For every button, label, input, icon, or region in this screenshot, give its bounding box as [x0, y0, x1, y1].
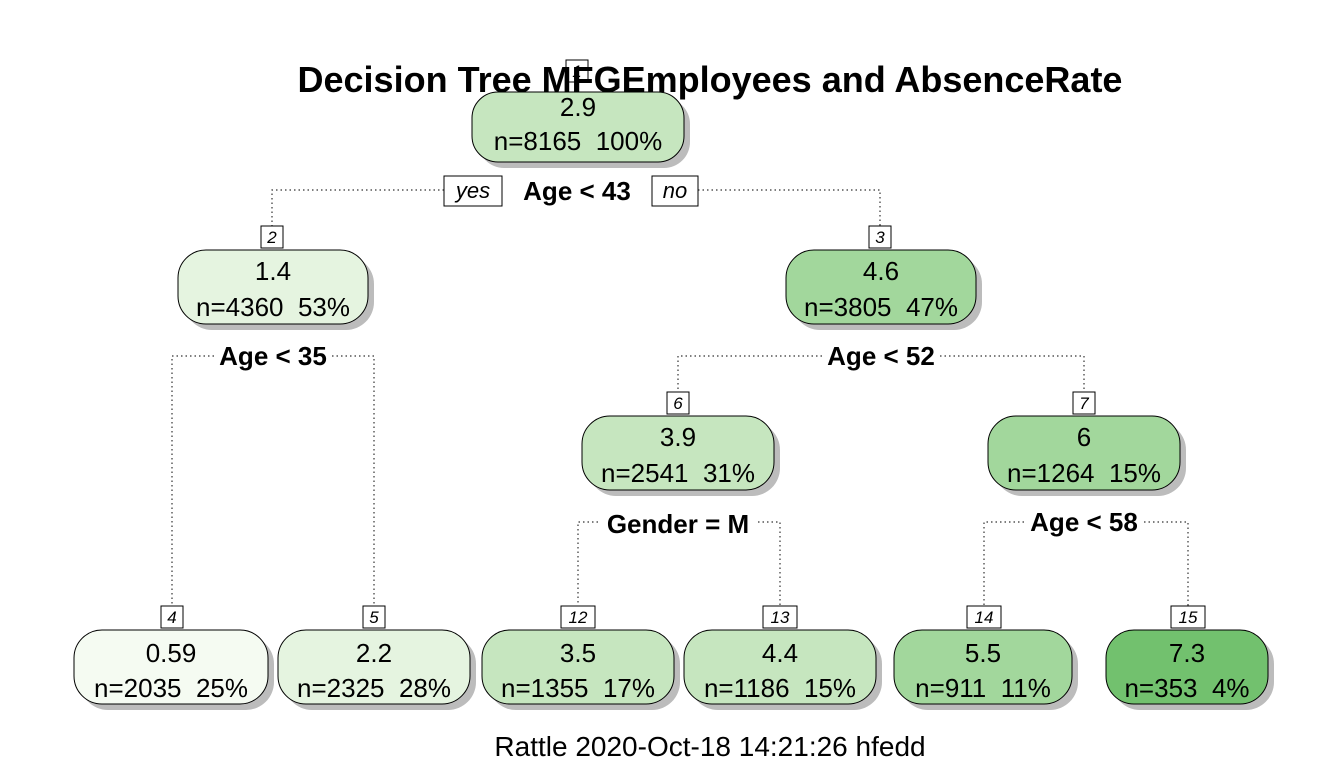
edge-7-14	[983, 521, 1024, 606]
node-stats: n=1186 15%	[704, 673, 856, 703]
tree-node-2: 2 1.4 n=4360 53%	[177, 225, 369, 325]
tree-node-1: 1 2.9 n=8165 100%	[471, 59, 685, 163]
node-id-box	[1072, 391, 1096, 415]
node-value: 7.3	[1169, 638, 1205, 668]
split-label-node-6: Gender = M	[607, 509, 749, 539]
split-root: yes Age < 43 no	[443, 175, 699, 207]
node-value: 4.4	[762, 638, 798, 668]
node-id-label: 1	[572, 62, 581, 81]
node-value: 3.9	[660, 422, 696, 452]
node-stats: n=3805 47%	[804, 292, 958, 322]
node-id-box	[1170, 605, 1206, 629]
tree-node-7: 7 6 n=1264 15%	[987, 391, 1181, 491]
node-box	[893, 629, 1073, 705]
node-stats: n=911 11%	[915, 673, 1051, 703]
node-id-label: 6	[673, 394, 683, 413]
node-id-label: 13	[771, 608, 790, 627]
tree-leaf-12: 12 3.5 n=1355 17%	[481, 605, 675, 705]
node-box	[471, 91, 685, 163]
node-id-box	[666, 391, 690, 415]
node-stats: n=1264 15%	[1007, 458, 1161, 488]
node-id-label: 12	[569, 608, 588, 627]
split-label-node-3: Age < 52	[827, 341, 935, 371]
yes-box	[443, 175, 503, 207]
edge-2-4	[171, 355, 214, 606]
edge-3-6	[677, 355, 822, 392]
node-id-label: 2	[266, 228, 277, 247]
node-stats: n=2035 25%	[94, 673, 248, 703]
node-box	[987, 415, 1181, 491]
node-stats: n=353 4%	[1124, 673, 1249, 703]
edge-1-3	[698, 189, 881, 226]
edge-6-13	[758, 521, 781, 606]
tree-edges	[171, 189, 1189, 606]
edge-7-15	[1144, 521, 1189, 606]
node-value: 2.2	[356, 638, 392, 668]
node-box	[683, 629, 877, 705]
tree-leaf-13: 13 4.4 n=1186 15%	[683, 605, 877, 705]
node-value: 4.6	[863, 256, 899, 286]
tree-leaf-14: 14 5.5 n=911 11%	[893, 605, 1073, 705]
node-value: 2.9	[560, 92, 596, 122]
edge-6-12	[577, 521, 598, 606]
node-box	[73, 629, 269, 705]
node-stats: n=1355 17%	[501, 673, 655, 703]
split-label: Age < 43	[523, 176, 631, 206]
node-id-label: 5	[369, 608, 379, 627]
node-box	[177, 249, 369, 325]
node-id-box	[160, 605, 184, 629]
tree-node-6: 6 3.9 n=2541 31%	[581, 391, 775, 491]
node-stats: n=8165 100%	[494, 126, 662, 156]
node-box	[581, 415, 775, 491]
node-value: 0.59	[146, 638, 197, 668]
tree-leaf-5: 5 2.2 n=2325 28%	[277, 605, 471, 705]
node-id-label: 3	[875, 228, 885, 247]
node-id-label: 15	[1179, 608, 1198, 627]
node-id-label: 7	[1079, 394, 1089, 413]
node-stats: n=4360 53%	[196, 292, 350, 322]
no-label: no	[663, 178, 687, 203]
node-box	[277, 629, 471, 705]
tree-leaf-15: 15 7.3 n=353 4%	[1105, 605, 1269, 705]
node-stats: n=2541 31%	[601, 458, 755, 488]
node-box	[1105, 629, 1269, 705]
edge-3-7	[940, 355, 1085, 392]
no-box	[651, 175, 699, 207]
footer-caption: Rattle 2020-Oct-18 14:21:26 hfedd	[494, 731, 925, 762]
node-value: 3.5	[560, 638, 596, 668]
node-id-box	[560, 605, 596, 629]
node-box	[481, 629, 675, 705]
node-id-box	[868, 225, 892, 249]
tree-leaf-4: 4 0.59 n=2035 25%	[73, 605, 269, 705]
node-id-label: 14	[975, 608, 994, 627]
node-id-box	[762, 605, 798, 629]
split-label-node-7: Age < 58	[1030, 507, 1138, 537]
node-value: 6	[1077, 422, 1091, 452]
yes-label: yes	[454, 178, 490, 203]
tree-node-3: 3 4.6 n=3805 47%	[785, 225, 977, 325]
diagram-title: Decision Tree MFGEmployees and AbsenceRa…	[298, 59, 1123, 100]
edge-2-5	[332, 355, 375, 606]
node-stats: n=2325 28%	[297, 673, 451, 703]
node-id-box	[362, 605, 386, 629]
node-value: 1.4	[255, 256, 291, 286]
node-value: 5.5	[965, 638, 1001, 668]
split-label-node-2: Age < 35	[219, 341, 327, 371]
node-box	[785, 249, 977, 325]
node-id-label: 4	[167, 608, 176, 627]
node-id-box	[966, 605, 1002, 629]
edge-1-2	[271, 189, 444, 226]
node-id-box	[260, 225, 284, 249]
node-id-box	[565, 59, 589, 83]
